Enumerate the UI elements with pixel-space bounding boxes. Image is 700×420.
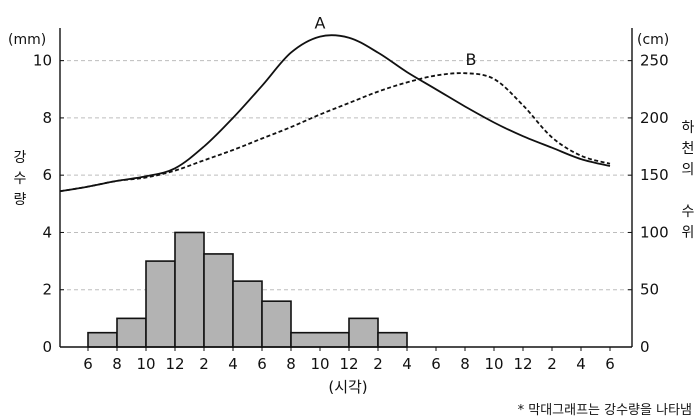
rainfall-bar-5	[232, 280, 263, 348]
axes	[59, 28, 633, 351]
right-axis-label-char-1: 천	[682, 141, 695, 157]
x-axis-label: (시각)	[328, 378, 367, 396]
series-line-A	[59, 34, 611, 193]
left-tick-label-4: 4	[42, 223, 52, 241]
right-tick-label-0: 0	[640, 338, 650, 356]
right-tick-label-100: 100	[640, 223, 669, 241]
x-tick-label-11: 4	[402, 355, 412, 373]
x-tick-label-13: 8	[460, 355, 470, 373]
x-tick-label-2: 10	[136, 355, 155, 373]
x-tick-label-8: 10	[310, 355, 329, 373]
left-axis-label-char-0: 강	[14, 150, 27, 166]
tick-labels: 6 8 10 12 2 4 6 8 10 12 2 4 6 8 10 12 2 4 6024681005010015…	[33, 52, 669, 373]
x-tick-label-15: 12	[513, 355, 532, 373]
x-tick-label-4: 2	[199, 355, 209, 373]
series-label-B: B	[466, 50, 477, 69]
x-tick-label-12: 6	[431, 355, 441, 373]
left-tick-label-0: 0	[42, 338, 52, 356]
series-line-B	[59, 72, 611, 193]
rainfall-bar-8	[348, 317, 379, 348]
right-axis-unit: (cm)	[637, 32, 669, 48]
rainfall-bar-2	[145, 260, 176, 348]
left-tick-label-10: 10	[33, 52, 52, 70]
rainfall-bar-9	[377, 331, 408, 348]
x-tick-label-17: 4	[576, 355, 586, 373]
right-tick-label-150: 150	[640, 166, 669, 184]
rainfall-bar-1	[116, 317, 147, 348]
left-axis-label-char-1: 수	[14, 171, 27, 187]
left-axis-unit: (mm)	[8, 32, 46, 48]
x-tick-label-6: 6	[257, 355, 267, 373]
x-tick-label-7: 8	[286, 355, 296, 373]
right-tick-label-250: 250	[640, 52, 669, 70]
rainfall-bar-4	[203, 253, 234, 348]
left-tick-label-6: 6	[42, 166, 52, 184]
water-level-lines: AB	[59, 14, 611, 193]
rainfall-bar-7	[290, 331, 350, 348]
x-tick-label-10: 2	[373, 355, 383, 373]
x-tick-label-14: 10	[484, 355, 503, 373]
x-tick-label-1: 8	[112, 355, 122, 373]
grid-lines	[60, 60, 632, 291]
left-axis-label-char-2: 량	[14, 192, 27, 208]
x-tick-label-3: 12	[165, 355, 184, 373]
right-tick-label-200: 200	[640, 109, 669, 127]
series-label-A: A	[315, 14, 326, 33]
x-tick-label-18: 6	[605, 355, 615, 373]
rainfall-bar-6	[261, 300, 292, 348]
left-tick-label-8: 8	[42, 109, 52, 127]
left-axis-label: 강수량	[14, 150, 27, 208]
right-axis-label-char-2: 의	[682, 162, 695, 178]
x-tick-label-0: 6	[83, 355, 93, 373]
right-tick-label-50: 50	[640, 281, 659, 299]
rainfall-bar-0	[87, 331, 118, 348]
footnote: * 막대그래프는 강수량을 나타냄	[518, 403, 692, 418]
rainfall-bar-3	[174, 231, 205, 348]
right-axis-label-char-5: 위	[682, 225, 695, 241]
x-tick-label-5: 4	[228, 355, 238, 373]
left-tick-label-2: 2	[42, 281, 52, 299]
x-tick-label-9: 12	[339, 355, 358, 373]
x-tick-label-16: 2	[547, 355, 557, 373]
right-axis-label-char-4: 수	[682, 204, 695, 220]
right-axis-label-char-0: 하	[682, 120, 695, 136]
rainfall-bars	[87, 231, 408, 348]
